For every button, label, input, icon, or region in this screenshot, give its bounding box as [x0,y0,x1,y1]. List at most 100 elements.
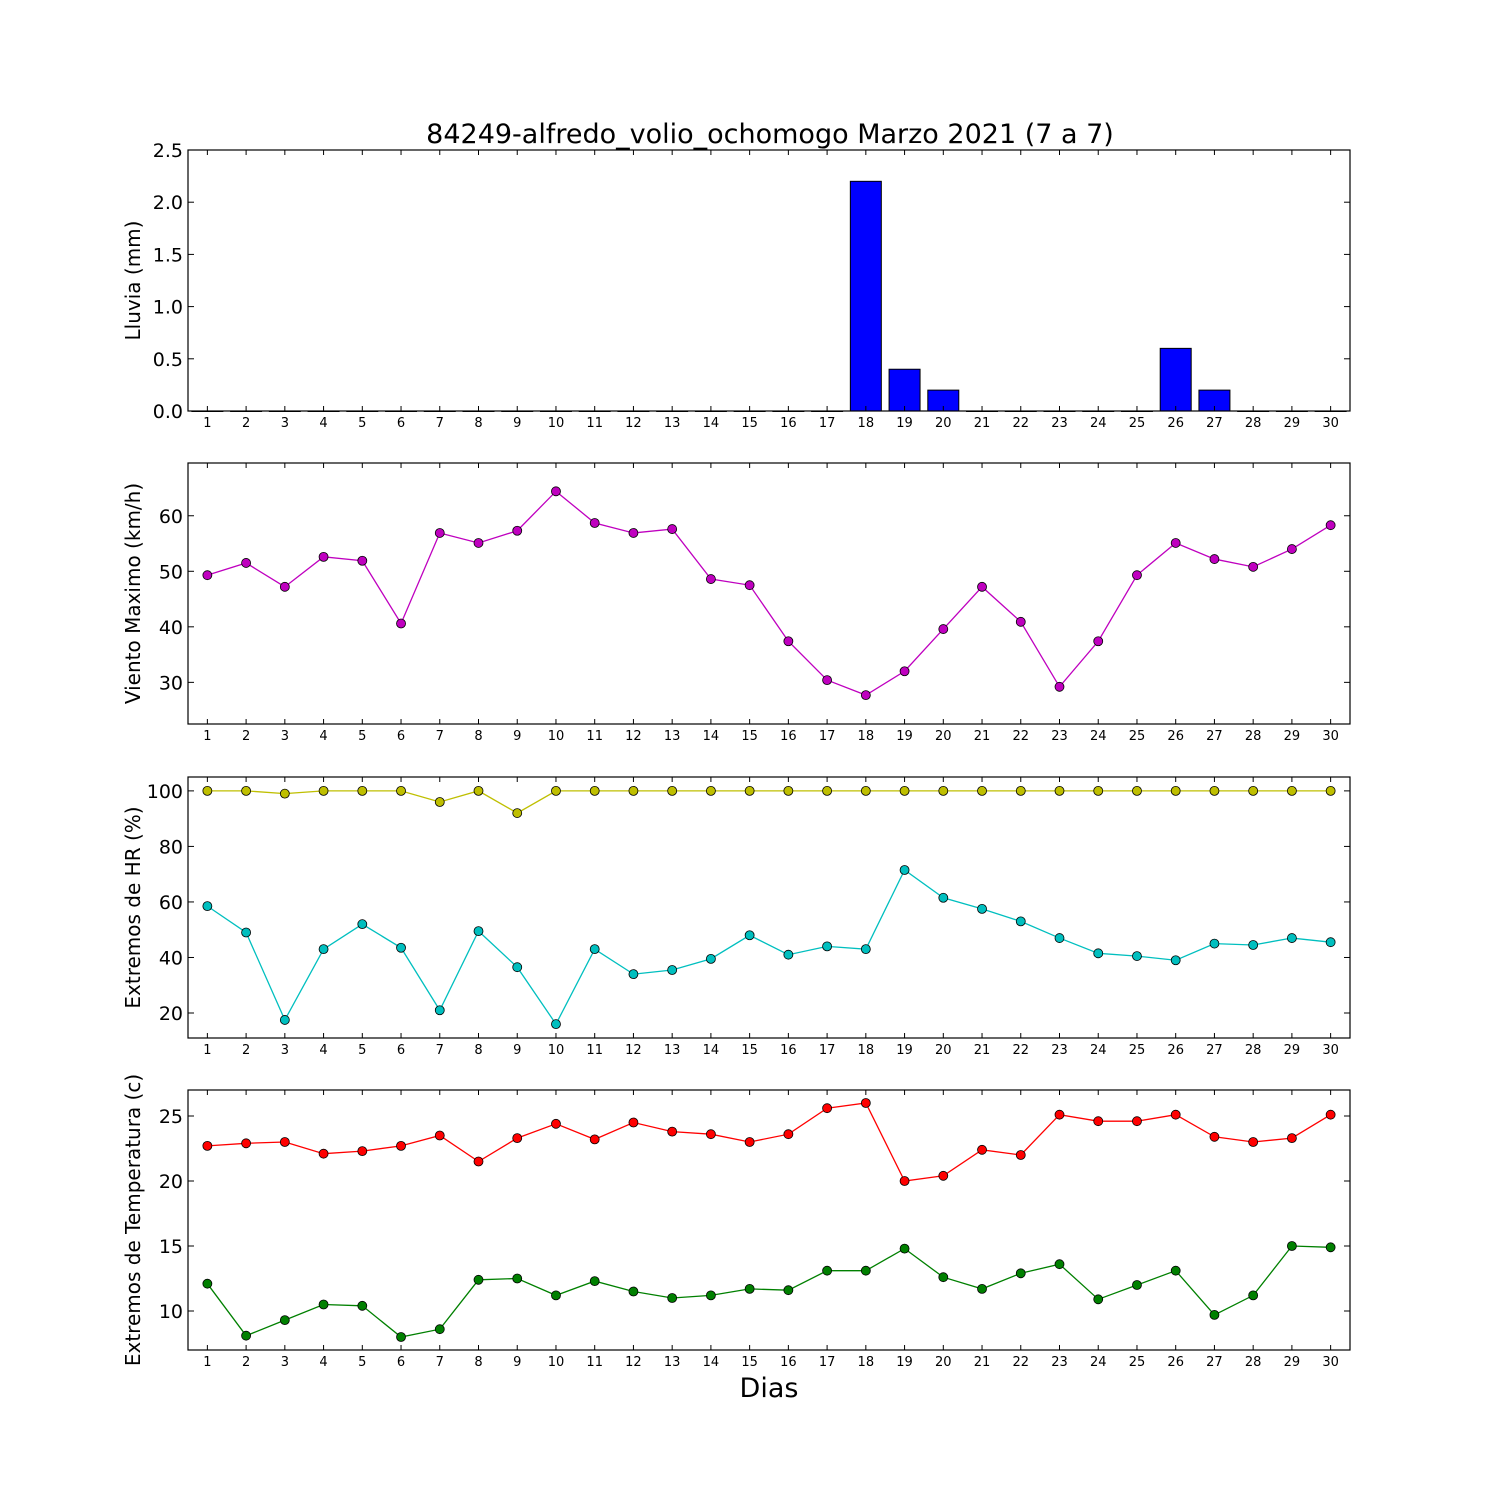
point-series-1-day-10 [551,785,561,796]
x-tick-label: 23 [1051,416,1068,431]
x-tick-label: 22 [1012,416,1029,431]
x-tick-label: 2 [242,1355,250,1370]
y-tick-label: 40 [159,947,183,969]
point-series-2-day-20 [938,892,949,903]
point-series-2-day-11 [589,944,600,955]
x-tick-label: 1 [203,1043,211,1058]
point-series-2-day-7 [434,1005,445,1016]
point-series-2-day-8 [473,1274,484,1285]
x-tick-label: 20 [935,1355,952,1370]
point-series-1-day-23 [1054,1109,1065,1120]
point-series-2-day-1 [202,1278,213,1289]
point-series-2-day-13 [667,965,678,975]
x-tick-label: 10 [548,1043,565,1058]
point-series-1-day-13 [667,524,678,534]
point-series-1-day-26 [1170,785,1181,796]
y-axis-label: Extremos de Temperatura (c) [121,1074,145,1366]
x-tick-label: 19 [896,416,913,431]
x-tick-label: 18 [858,1355,875,1370]
x-tick-label: 26 [1167,729,1184,744]
point-series-2-day-25 [1132,1280,1142,1290]
point-series-2-day-9 [512,1273,523,1284]
x-tick-label: 30 [1322,416,1339,431]
point-series-1-day-5 [357,555,368,566]
point-series-1-day-11 [589,518,600,528]
series-line-2 [206,1245,1331,1338]
x-tick-label: 16 [780,729,797,744]
x-tick-label: 27 [1206,1355,1223,1370]
chart-title: 84249-alfredo_volio_ochomogo Marzo 2021 … [426,119,1114,150]
point-series-1-day-5 [357,1146,368,1156]
point-series-1-day-26 [1170,538,1181,548]
point-series-2-day-5 [357,919,368,930]
point-series-1-day-22 [1015,616,1026,627]
point-series-1-day-6 [396,618,406,629]
axes-frame [187,149,1351,412]
x-tick-label: 14 [703,1043,720,1058]
point-series-1-day-12 [628,1117,639,1128]
x-tick-label: 25 [1129,1355,1146,1370]
y-tick-label: 80 [159,836,183,858]
point-series-2-day-2 [241,927,252,938]
x-tick-label: 2 [242,416,250,431]
point-series-1-day-3 [279,581,290,592]
point-series-2-day-21 [977,903,987,914]
point-series-1-day-12 [628,785,639,796]
point-series-1-day-14 [706,785,716,796]
x-tick-label: 21 [974,1355,991,1370]
x-tick-label: 13 [664,416,681,431]
x-tick-label: 21 [974,416,991,431]
point-series-2-day-21 [977,1284,987,1294]
point-series-1-day-18 [860,690,871,701]
point-series-2-day-22 [1015,1268,1026,1279]
x-tick-label: 5 [358,416,366,431]
x-tick-label: 26 [1167,1043,1184,1058]
x-tick-label: 16 [780,1355,797,1370]
x-tick-label: 7 [436,416,444,431]
x-tick-label: 30 [1322,1355,1339,1370]
x-tick-label: 28 [1245,416,1262,431]
point-series-2-day-15 [744,1284,755,1294]
x-tick-label: 19 [896,1043,913,1058]
x-tick-label: 28 [1245,1355,1262,1370]
y-tick-label: 100 [147,781,183,803]
point-series-2-day-24 [1093,948,1104,959]
x-tick-label: 30 [1322,729,1339,744]
x-tick-label: 19 [896,729,913,744]
point-series-1-day-18 [860,785,871,796]
point-series-1-day-22 [1015,1150,1026,1160]
y-tick-label: 2.5 [153,140,183,162]
x-tick-label: 6 [397,1355,405,1370]
x-tick-label: 23 [1051,729,1068,744]
x-tick-label: 3 [281,416,289,431]
point-series-2-day-14 [706,1290,716,1301]
x-tick-label: 16 [780,416,797,431]
x-tick-label: 17 [819,416,836,431]
point-series-2-day-19 [899,865,910,875]
point-series-2-day-10 [551,1019,561,1030]
point-series-1-day-29 [1287,544,1297,554]
point-series-1-day-19 [899,666,910,677]
point-series-1-day-8 [473,1156,484,1167]
point-series-1-day-7 [434,528,445,538]
x-tick-label: 26 [1167,1355,1184,1370]
point-series-1-day-2 [241,1138,252,1149]
point-series-1-day-25 [1132,1116,1142,1127]
y-tick-label: 20 [159,1003,183,1025]
x-tick-label: 9 [513,416,521,431]
point-series-1-day-14 [706,574,716,584]
point-series-1-day-20 [938,624,949,634]
x-tick-label: 15 [741,416,758,431]
point-series-1-day-12 [628,528,639,538]
point-series-1-day-30 [1325,1109,1336,1120]
x-tick-label: 7 [436,1355,444,1370]
x-tick-label: 17 [819,1043,836,1058]
point-series-2-day-18 [860,944,871,955]
y-tick-label: 50 [159,561,183,583]
point-series-1-day-13 [667,1126,678,1137]
x-tick-label: 30 [1322,1043,1339,1058]
point-series-1-day-17 [822,1103,832,1114]
x-tick-label: 28 [1245,1043,1262,1058]
point-series-1-day-3 [279,788,290,799]
point-series-1-day-1 [202,785,213,796]
